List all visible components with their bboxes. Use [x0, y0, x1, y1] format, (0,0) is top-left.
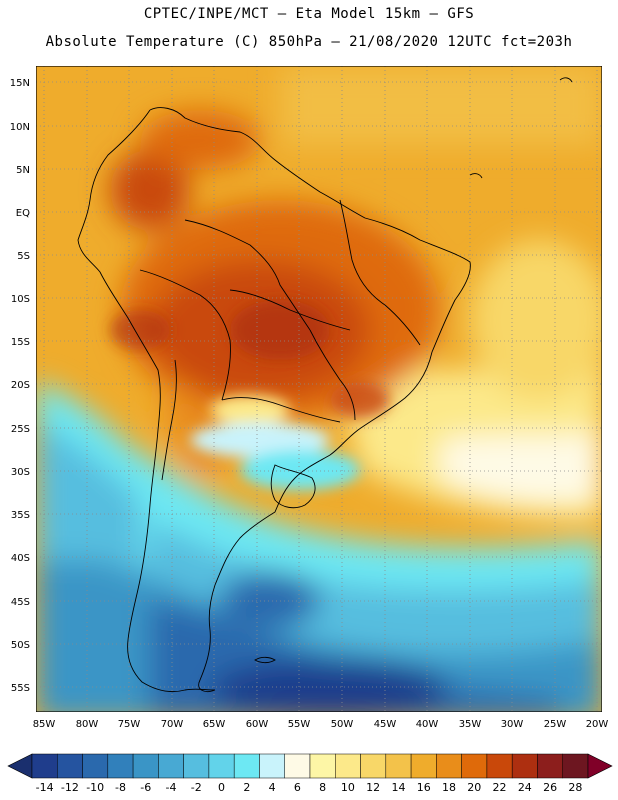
lat-label: 55S [11, 683, 30, 694]
colorbar-bin [537, 753, 563, 779]
colorbar-bin [486, 753, 513, 779]
colorbar-label: -10 [86, 781, 105, 794]
colorbar-label: 2 [243, 781, 251, 794]
colorbar-bin [82, 753, 109, 779]
colorbar-label: -4 [165, 781, 177, 794]
colorbar-low-arrow [7, 753, 33, 779]
colorbar-bin [511, 753, 538, 779]
colorbar-label: 0 [218, 781, 226, 794]
colorbar-bin [562, 753, 589, 779]
title-line-2: Absolute Temperature (C) 850hPa – 21/08/… [45, 34, 573, 50]
colorbar-label: 22 [492, 781, 507, 794]
colorbar-label: 4 [268, 781, 276, 794]
lat-label: 5N [16, 165, 30, 176]
lon-label: 70W [161, 719, 184, 730]
lat-label: 30S [11, 467, 30, 478]
colorbar-label: 6 [293, 781, 301, 794]
colorbar-label: 14 [391, 781, 406, 794]
colorbar-bin [158, 753, 184, 779]
lat-label: 40S [11, 553, 30, 564]
colorbar-bin [309, 753, 336, 779]
lon-label: 50W [331, 719, 354, 730]
coastlines [77, 77, 573, 693]
latitude-labels: 15N 10N 5N EQ 5S 10S 15S 20S 25S 30S 35S… [10, 78, 30, 694]
colorbar-label: 8 [319, 781, 327, 794]
colorbar-bin [107, 753, 134, 779]
lon-label: 55W [288, 719, 311, 730]
colorbar [7, 753, 613, 779]
lat-label: 45S [11, 597, 30, 608]
colorbar-bin [410, 753, 437, 779]
colorbar-bin [208, 753, 235, 779]
lat-label: 10S [11, 294, 30, 305]
lat-label: 20S [11, 380, 30, 391]
lon-label: 85W [33, 719, 56, 730]
colorbar-bin [259, 753, 285, 779]
lon-label: 75W [118, 719, 141, 730]
lon-label: 45W [374, 719, 397, 730]
colorbar-label: 12 [366, 781, 381, 794]
lon-label: 60W [246, 719, 269, 730]
title-line-1: CPTEC/INPE/MCT – Eta Model 15km – GFS [143, 6, 475, 22]
lat-label: 5S [17, 251, 30, 262]
longitude-labels: 85W 80W 75W 70W 65W 60W 55W 50W 45W 40W … [33, 719, 609, 730]
colorbar-bin [461, 753, 488, 779]
colorbar-label: 10 [340, 781, 355, 794]
colorbar-bin [233, 753, 260, 779]
colorbar-label: -6 [140, 781, 152, 794]
colorbar-bin [31, 753, 58, 779]
colorbar-label: 20 [467, 781, 482, 794]
colorbar-bin [183, 753, 210, 779]
colorbar-label: 24 [517, 781, 532, 794]
lat-label: 50S [11, 640, 30, 651]
colorbar-bin [335, 753, 361, 779]
colorbar-bin [436, 753, 462, 779]
lon-label: 80W [76, 719, 99, 730]
lon-label: 25W [544, 719, 567, 730]
lon-label: 35W [459, 719, 482, 730]
colorbar-label: 28 [568, 781, 583, 794]
lat-label: 15N [10, 78, 30, 89]
lat-label: 15S [11, 337, 30, 348]
colorbar-bin [360, 753, 387, 779]
lat-label: 25S [11, 424, 30, 435]
lon-label: 65W [203, 719, 226, 730]
colorbar-label: -12 [60, 781, 79, 794]
colorbar-bin [57, 753, 83, 779]
colorbar-bin [385, 753, 412, 779]
colorbar-bin [132, 753, 159, 779]
colorbar-label: -14 [35, 781, 54, 794]
colorbar-label: 18 [442, 781, 456, 794]
lat-label: EQ [16, 208, 30, 219]
lon-label: 30W [501, 719, 524, 730]
lat-label: 35S [11, 510, 30, 521]
colorbar-label: 26 [543, 781, 558, 794]
colorbar-label: 16 [416, 781, 431, 794]
lat-label: 10N [10, 122, 30, 133]
colorbar-bin [284, 753, 311, 779]
lon-label: 40W [416, 719, 439, 730]
colorbar-label: -8 [114, 781, 126, 794]
temperature-field [36, 66, 602, 712]
colorbar-label: -2 [190, 781, 202, 794]
colorbar-high-arrow [587, 753, 613, 779]
lon-label: 20W [586, 719, 609, 730]
